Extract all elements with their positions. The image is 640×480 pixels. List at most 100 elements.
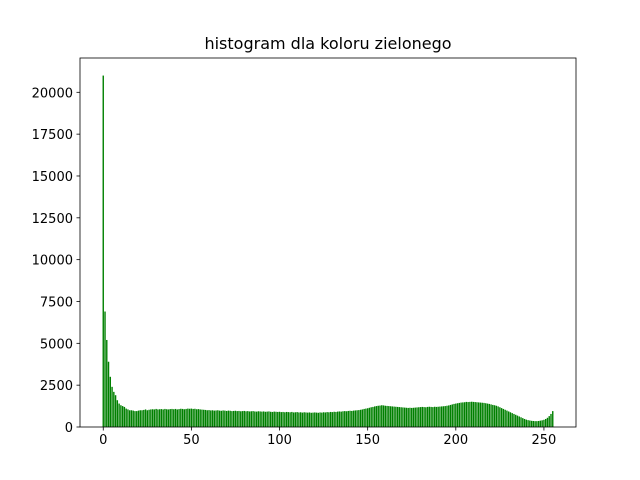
bar	[418, 407, 420, 427]
bar	[529, 420, 531, 427]
bar	[359, 409, 362, 427]
bar	[379, 405, 381, 427]
bar	[439, 406, 441, 427]
bar	[310, 412, 312, 427]
bar	[158, 409, 161, 427]
bar	[382, 405, 385, 427]
bar	[169, 409, 171, 427]
bar	[312, 412, 314, 427]
bar	[134, 411, 136, 427]
bar	[345, 411, 348, 427]
y-tick-label: 0	[65, 421, 73, 436]
bar	[338, 411, 341, 427]
bar	[229, 410, 231, 427]
bar	[255, 411, 258, 427]
bar	[224, 410, 226, 427]
bar	[511, 413, 513, 427]
bar	[190, 408, 193, 427]
bar	[185, 408, 187, 427]
bar	[153, 409, 156, 427]
bar	[398, 407, 401, 427]
bar	[391, 406, 394, 427]
y-tick-label: 17500	[32, 128, 73, 143]
bar	[469, 401, 471, 427]
y-tick-label: 7500	[40, 295, 73, 310]
bar	[403, 407, 406, 427]
bar	[245, 411, 247, 427]
bar	[111, 386, 113, 427]
bar	[552, 411, 554, 427]
bar	[201, 409, 203, 427]
bar	[314, 412, 316, 427]
bar	[400, 407, 402, 427]
bar	[515, 414, 517, 427]
bar	[530, 420, 533, 427]
bar	[143, 409, 145, 427]
bar	[513, 413, 515, 427]
bar	[393, 406, 395, 427]
bar	[389, 406, 392, 427]
bar	[118, 403, 120, 427]
bar	[523, 418, 526, 427]
bar	[483, 402, 485, 427]
bar	[174, 408, 177, 427]
bar	[275, 411, 277, 427]
bar	[499, 407, 501, 427]
bar	[243, 410, 245, 427]
bar	[199, 409, 201, 427]
bar	[372, 406, 374, 427]
bar	[194, 408, 196, 427]
bar	[442, 406, 445, 427]
bar	[495, 405, 498, 427]
bar	[257, 411, 260, 427]
bar	[262, 411, 265, 427]
bar	[467, 402, 469, 427]
bar	[426, 406, 429, 427]
bar	[121, 406, 124, 427]
bar	[536, 421, 538, 427]
bar	[197, 409, 200, 427]
bar	[481, 402, 483, 427]
bar	[307, 412, 309, 427]
bar	[388, 406, 390, 427]
bar	[539, 420, 542, 427]
bar	[331, 412, 334, 427]
y-tick-label: 20000	[32, 86, 73, 101]
bar	[195, 409, 198, 427]
bar	[303, 412, 305, 427]
y-tick-label: 2500	[40, 379, 73, 394]
bar	[544, 418, 547, 427]
axes-frame	[79, 57, 577, 428]
bar	[264, 411, 267, 427]
x-tick-label: 100	[267, 433, 292, 448]
bar	[455, 403, 457, 427]
bar	[336, 411, 339, 427]
bar	[176, 409, 178, 427]
bar	[187, 408, 189, 427]
bar	[238, 410, 240, 427]
bar	[361, 409, 364, 427]
bar	[395, 406, 397, 427]
bar	[465, 401, 468, 427]
bar	[171, 408, 173, 427]
bar	[204, 409, 207, 427]
bar	[136, 411, 138, 427]
bar	[213, 410, 216, 427]
bar	[497, 406, 499, 427]
bar	[137, 410, 140, 427]
bar	[319, 412, 321, 427]
bar	[280, 412, 282, 427]
bar	[329, 411, 332, 427]
bar	[421, 406, 424, 427]
chart-title: histogram dla koloru zielonego	[204, 34, 451, 53]
bar	[188, 408, 191, 427]
bar	[366, 408, 369, 427]
bar	[113, 391, 115, 427]
bar	[203, 409, 205, 427]
bar	[412, 407, 415, 427]
bar	[492, 404, 494, 427]
bar	[284, 412, 286, 427]
bar	[277, 411, 279, 427]
